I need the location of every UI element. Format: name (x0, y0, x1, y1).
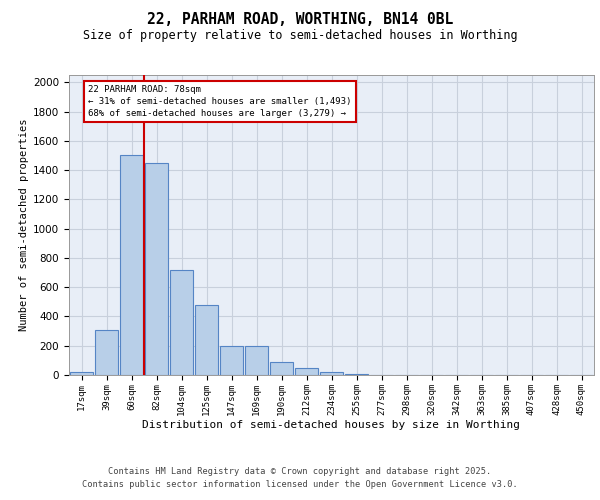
Text: Contains HM Land Registry data © Crown copyright and database right 2025.
Contai: Contains HM Land Registry data © Crown c… (82, 468, 518, 489)
Bar (220, 346, 243, 375)
Bar (270, 362, 293, 375)
Bar (120, 156, 143, 375)
Bar (320, 372, 343, 375)
Bar (295, 368, 318, 375)
Bar (195, 305, 218, 375)
Bar (245, 346, 268, 375)
Bar (95, 330, 118, 375)
Text: 22, PARHAM ROAD, WORTHING, BN14 0BL: 22, PARHAM ROAD, WORTHING, BN14 0BL (147, 12, 453, 28)
Bar (70, 372, 93, 375)
Bar (345, 374, 368, 375)
X-axis label: Distribution of semi-detached houses by size in Worthing: Distribution of semi-detached houses by … (143, 420, 521, 430)
Text: Size of property relative to semi-detached houses in Worthing: Size of property relative to semi-detach… (83, 29, 517, 42)
Bar (145, 163, 168, 375)
Bar (170, 270, 193, 375)
Y-axis label: Number of semi-detached properties: Number of semi-detached properties (19, 118, 29, 331)
Text: 22 PARHAM ROAD: 78sqm
← 31% of semi-detached houses are smaller (1,493)
68% of s: 22 PARHAM ROAD: 78sqm ← 31% of semi-deta… (89, 85, 352, 118)
